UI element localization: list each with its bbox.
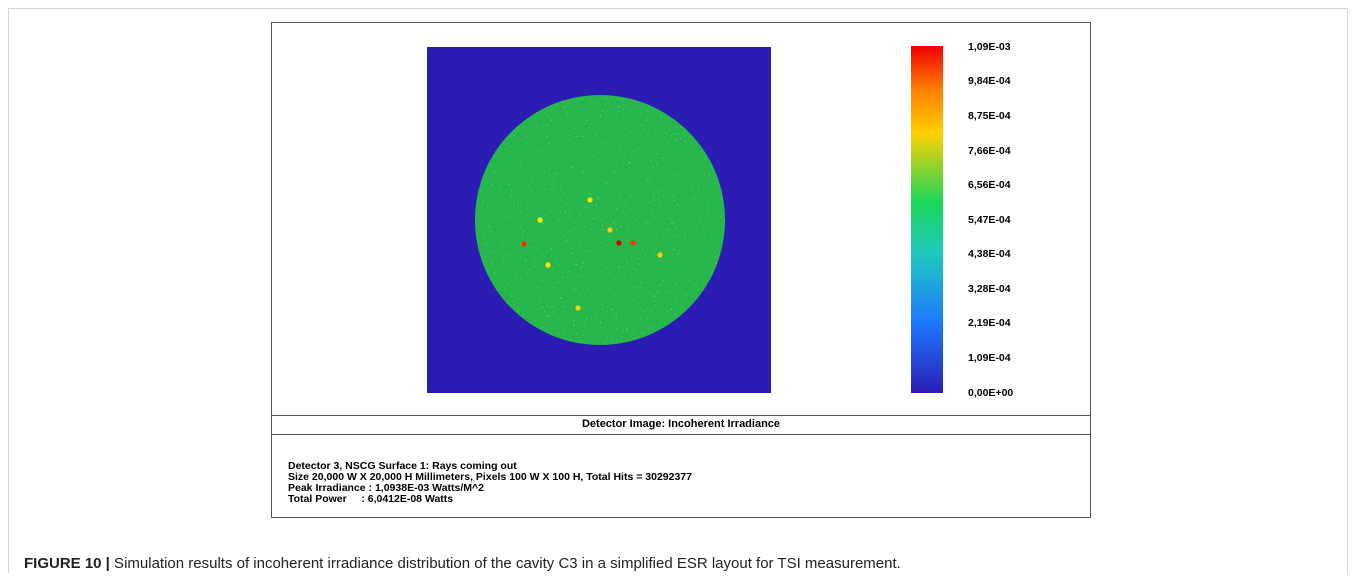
hotspot [575, 305, 581, 311]
hotspots [521, 197, 663, 311]
info-line: Peak Irradiance : 1,0938E-03 Watts/M^2 [288, 482, 485, 494]
colorbar-tick-label: 6,56E-04 [968, 179, 1011, 191]
colorbar-tick-label: 3,28E-04 [968, 283, 1011, 295]
irradiance-speckle [475, 95, 725, 345]
colorbar-tick-label: 2,19E-04 [968, 317, 1011, 329]
hotspot [616, 240, 622, 246]
plot-title: Detector Image: Incoherent Irradiance [581, 418, 781, 430]
caption-text: Simulation results of incoherent irradia… [109, 555, 901, 572]
figure-frame [8, 8, 1348, 573]
hotspot [630, 240, 636, 246]
divider-bottom [271, 434, 1091, 435]
hotspot [607, 227, 613, 233]
info-line: Detector 3, NSCG Surface 1: Rays coming … [288, 460, 517, 472]
figure-caption: FIGURE 10 | Simulation results of incohe… [24, 555, 901, 572]
hotspot [545, 262, 551, 268]
colorbar-tick-label: 7,66E-04 [968, 145, 1011, 157]
hotspot [537, 217, 543, 223]
detector-info: Detector 3, NSCG Surface 1: Rays coming … [288, 461, 692, 505]
colorbar-tick-label: 1,09E-04 [968, 352, 1011, 364]
hotspot [587, 197, 593, 203]
colorbar-tick-label: 9,84E-04 [968, 75, 1011, 87]
colorbar-tick-label: 0,00E+00 [968, 387, 1014, 399]
colorbar-tick-label: 1,09E-03 [968, 41, 1011, 53]
colorbar-tick-label: 8,75E-04 [968, 110, 1011, 122]
hotspot [521, 241, 527, 247]
colorbar-tick-label: 4,38E-04 [968, 248, 1011, 260]
colorbar-tick-label: 5,47E-04 [968, 214, 1011, 226]
hotspot [657, 252, 663, 258]
colorbar [911, 46, 943, 393]
info-line: Total Power : 6,0412E-08 Watts [288, 493, 454, 505]
info-line: Size 20,000 W X 20,000 H Millimeters, Pi… [288, 471, 692, 483]
divider-top [271, 415, 1091, 416]
caption-label: FIGURE 10 | [24, 555, 110, 572]
